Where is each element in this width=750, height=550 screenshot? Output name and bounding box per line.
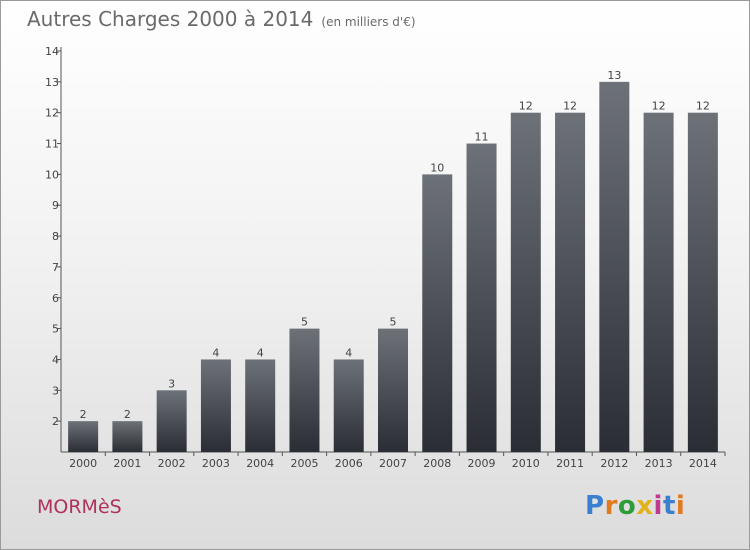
bar-2012	[599, 81, 630, 452]
bar-value-label: 12	[696, 100, 710, 113]
y-tick-label: 10	[45, 168, 59, 181]
logo-letter: t	[662, 491, 676, 521]
y-tick-label: 5	[52, 323, 59, 336]
logo-letter: o	[617, 491, 637, 521]
bar-2006	[333, 359, 364, 452]
bar-value-label: 4	[257, 346, 264, 359]
x-tick-label: 2010	[512, 457, 540, 470]
bar-value-label: 4	[212, 346, 219, 359]
y-tick-label: 4	[52, 353, 59, 366]
bar-value-label: 10	[430, 161, 444, 174]
bar-value-label: 5	[390, 316, 397, 329]
logo-letter: i	[653, 491, 663, 521]
bar-value-label: 11	[475, 131, 489, 144]
bar-2007	[378, 328, 408, 452]
x-tick-label: 2014	[689, 457, 717, 470]
bar-2005	[289, 328, 320, 452]
bar-2004	[245, 359, 276, 452]
bar-2013	[643, 112, 674, 452]
x-tick-label: 2006	[335, 457, 363, 470]
x-tick-label: 2005	[290, 457, 318, 470]
logo-letter: r	[604, 491, 618, 521]
bar-2011	[555, 112, 586, 452]
chart-subtitle: (en milliers d'€)	[321, 15, 416, 29]
bar-2009	[466, 143, 497, 453]
bar-2008	[422, 174, 453, 452]
bar-2001	[112, 421, 143, 452]
bar-2002	[156, 390, 187, 452]
commune-name: MORMèS	[37, 496, 122, 518]
logo-letter: i	[675, 491, 686, 521]
x-tick-label: 2013	[645, 457, 673, 470]
y-tick-label: 13	[45, 76, 59, 89]
y-tick-label: 14	[45, 45, 59, 58]
logo-letter: P	[585, 491, 605, 521]
chart-bars	[68, 81, 718, 453]
bar-value-label: 5	[301, 316, 308, 329]
y-tick-label: 9	[52, 199, 59, 212]
y-tick-label: 3	[52, 384, 59, 397]
y-tick-label: 7	[52, 261, 59, 274]
x-tick-label: 2004	[246, 457, 274, 470]
chart-title-text: Autres Charges 2000 à 2014	[27, 7, 314, 31]
proxiti-logo: Proxiti	[585, 491, 685, 521]
y-tick-label: 11	[45, 138, 59, 151]
x-tick-label: 2001	[113, 457, 141, 470]
y-tick-label: 2	[52, 415, 59, 428]
bar-2003	[200, 359, 231, 452]
chart-title: Autres Charges 2000 à 2014 (en milliers d…	[27, 7, 416, 31]
y-tick-label: 8	[52, 230, 59, 243]
x-tick-label: 2007	[379, 457, 407, 470]
bar-value-label: 2	[124, 408, 131, 421]
bar-value-label: 12	[519, 100, 533, 113]
x-tick-label: 2000	[69, 457, 97, 470]
x-tick-label: 2008	[423, 457, 451, 470]
chart-labels: 2 2000 2 2001 3 2002 4 2003 4 2004 5 2005 4 2006 5 2007…	[69, 69, 717, 470]
bar-value-label: 2	[80, 408, 87, 421]
bar-value-label: 12	[563, 100, 577, 113]
x-tick-label: 2012	[600, 457, 628, 470]
bar-value-label: 13	[607, 69, 621, 82]
bar-value-label: 3	[168, 377, 175, 390]
logo-letter: x	[636, 491, 654, 521]
bar-value-label: 12	[652, 100, 666, 113]
y-tick-label: 12	[45, 107, 59, 120]
x-tick-label: 2011	[556, 457, 584, 470]
x-tick-label: 2003	[202, 457, 230, 470]
bar-2010	[510, 112, 541, 452]
bar-2000	[68, 421, 99, 452]
y-tick-label: 6	[52, 292, 59, 305]
x-tick-label: 2009	[468, 457, 496, 470]
bar-value-label: 4	[345, 346, 352, 359]
x-tick-label: 2002	[158, 457, 186, 470]
bar-2014	[687, 112, 718, 452]
